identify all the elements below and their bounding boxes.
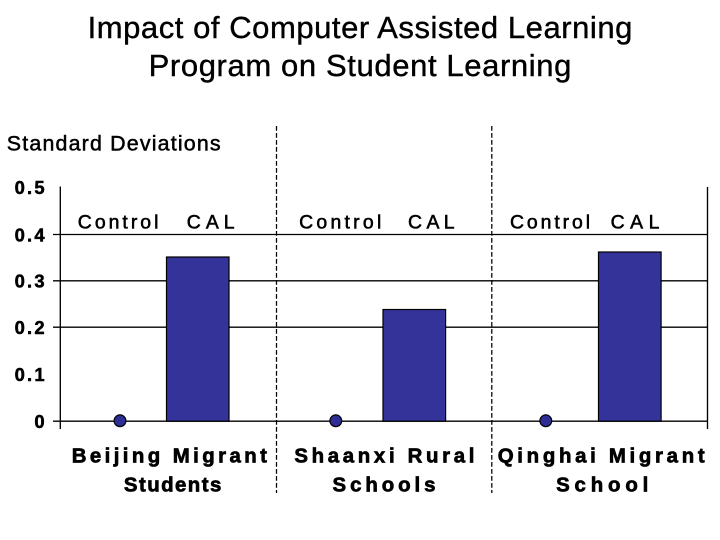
svg-text:Students: Students bbox=[124, 475, 221, 497]
svg-text:CAL: CAL bbox=[408, 212, 455, 234]
svg-text:Program on Student Learning: Program on Student Learning bbox=[149, 48, 572, 83]
svg-text:0.4: 0.4 bbox=[15, 225, 46, 246]
svg-text:0.5: 0.5 bbox=[15, 177, 45, 198]
svg-text:Impact of Computer Assisted Le: Impact of Computer Assisted Learning bbox=[88, 10, 633, 45]
svg-text:Control: Control bbox=[299, 212, 381, 234]
svg-text:Control: Control bbox=[510, 212, 590, 234]
svg-text:0.1: 0.1 bbox=[15, 364, 45, 385]
svg-text:0.2: 0.2 bbox=[15, 317, 45, 338]
svg-text:Control: Control bbox=[78, 212, 159, 234]
svg-text:Qinghai Migrant: Qinghai Migrant bbox=[498, 445, 705, 467]
svg-text:Shaanxi Rural: Shaanxi Rural bbox=[294, 445, 474, 467]
svg-text:0: 0 bbox=[34, 411, 44, 432]
svg-text:Standard Deviations: Standard Deviations bbox=[7, 132, 221, 156]
svg-text:School: School bbox=[556, 475, 648, 497]
svg-text:Schools: Schools bbox=[333, 475, 436, 497]
svg-text:CAL: CAL bbox=[187, 212, 235, 234]
svg-text:CAL: CAL bbox=[611, 212, 660, 234]
svg-text:0.3: 0.3 bbox=[15, 271, 45, 292]
